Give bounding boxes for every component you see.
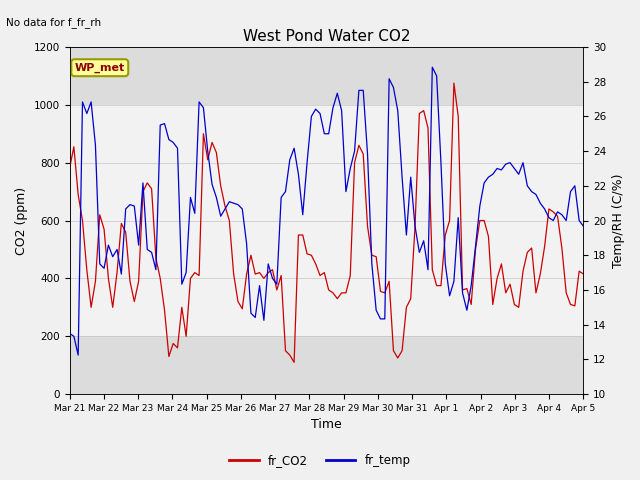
Text: No data for f_fr_rh: No data for f_fr_rh [6,17,102,28]
Y-axis label: CO2 (ppm): CO2 (ppm) [15,186,28,254]
Legend: fr_CO2, fr_temp: fr_CO2, fr_temp [225,449,415,472]
Title: West Pond Water CO2: West Pond Water CO2 [243,29,410,44]
Bar [70,105,584,336]
Y-axis label: Temp/RH (C/%): Temp/RH (C/%) [612,173,625,268]
X-axis label: Time: Time [311,419,342,432]
Text: WP_met: WP_met [75,62,125,73]
